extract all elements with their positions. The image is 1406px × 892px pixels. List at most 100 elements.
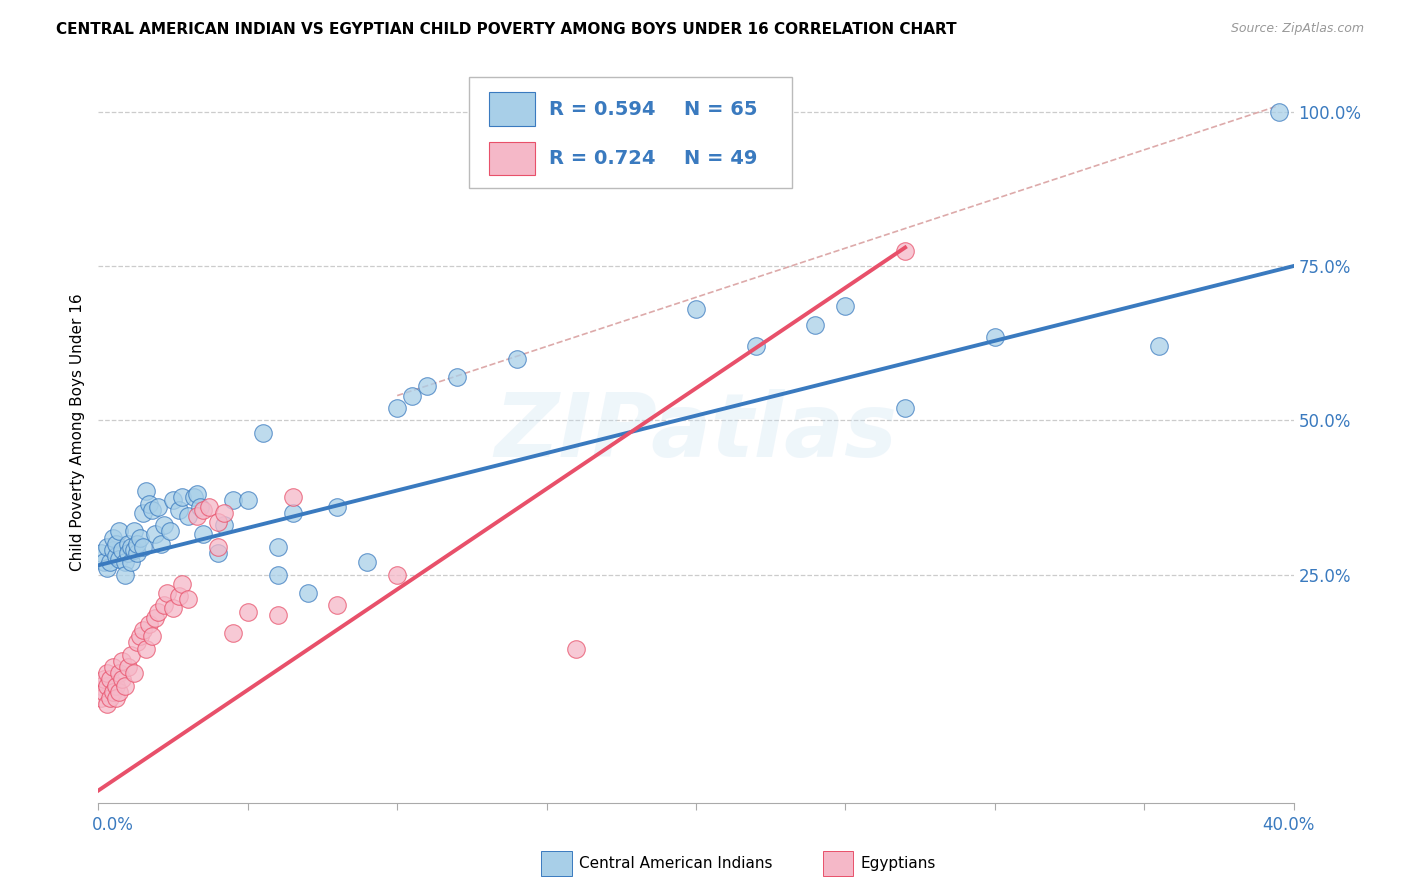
Point [326, 599, 349, 613]
Point [96, 679, 118, 693]
Point [183, 491, 205, 505]
Point [120, 555, 142, 569]
Point [98, 555, 122, 569]
Point [191, 502, 214, 516]
Point [105, 679, 128, 693]
Point [90, 546, 112, 560]
Point [143, 527, 166, 541]
Point [108, 524, 131, 539]
Point [236, 493, 259, 508]
Point [105, 549, 128, 563]
Point [222, 626, 245, 640]
Point [297, 586, 319, 600]
Point [416, 379, 439, 393]
Point [96, 561, 118, 575]
Point [267, 567, 290, 582]
Point [111, 673, 134, 687]
Point [135, 484, 157, 499]
Point [153, 518, 176, 533]
Point [114, 555, 136, 569]
Point [565, 641, 588, 656]
Point [267, 607, 290, 622]
Point [252, 425, 274, 440]
Point [117, 660, 139, 674]
Point [141, 629, 163, 643]
FancyBboxPatch shape [470, 78, 792, 188]
Point [685, 302, 707, 317]
Point [186, 487, 208, 501]
Point [111, 654, 134, 668]
Point [114, 567, 136, 582]
Point [153, 599, 176, 613]
Text: CENTRAL AMERICAN INDIAN VS EGYPTIAN CHILD POVERTY AMONG BOYS UNDER 16 CORRELATIO: CENTRAL AMERICAN INDIAN VS EGYPTIAN CHIL… [56, 22, 957, 37]
Text: N = 49: N = 49 [685, 149, 758, 169]
Point [894, 244, 917, 258]
Text: R = 0.724: R = 0.724 [548, 149, 655, 169]
Point [132, 506, 155, 520]
Point [212, 518, 235, 533]
Point [446, 370, 468, 384]
Point [124, 666, 146, 681]
Point [1147, 339, 1170, 353]
Point [236, 605, 259, 619]
Point [177, 592, 200, 607]
Point [143, 611, 166, 625]
Point [132, 540, 155, 554]
Point [114, 679, 136, 693]
Point [105, 690, 128, 705]
Point [506, 351, 529, 366]
Point [156, 586, 179, 600]
Point [177, 508, 200, 523]
Point [401, 389, 423, 403]
Point [167, 589, 190, 603]
Point [186, 508, 208, 523]
Point [167, 502, 190, 516]
Point [162, 493, 184, 508]
Point [207, 540, 229, 554]
Text: 40.0%: 40.0% [1263, 816, 1315, 834]
Point [105, 536, 128, 550]
Point [129, 531, 152, 545]
Point [90, 679, 112, 693]
Point [96, 540, 118, 554]
Point [138, 497, 160, 511]
Point [188, 500, 211, 514]
Point [207, 515, 229, 529]
Point [356, 555, 378, 569]
Point [127, 536, 149, 550]
Point [120, 540, 142, 554]
Point [385, 401, 409, 415]
Point [103, 685, 125, 699]
Text: 0.0%: 0.0% [91, 816, 134, 834]
Point [98, 690, 122, 705]
Point [172, 576, 194, 591]
Point [162, 601, 184, 615]
Point [212, 506, 235, 520]
Point [148, 500, 170, 514]
Point [117, 546, 139, 560]
Point [984, 330, 1007, 344]
Point [138, 616, 160, 631]
Text: Egyptians: Egyptians [860, 856, 936, 871]
Point [141, 502, 163, 516]
Bar [489, 93, 534, 126]
Point [894, 401, 917, 415]
Point [267, 540, 290, 554]
Text: Source: ZipAtlas.com: Source: ZipAtlas.com [1230, 22, 1364, 36]
Point [93, 673, 115, 687]
Point [90, 690, 112, 705]
Point [1267, 104, 1289, 119]
Point [132, 623, 155, 637]
Point [135, 641, 157, 656]
Point [804, 318, 827, 332]
Point [385, 567, 409, 582]
Point [108, 552, 131, 566]
Point [120, 648, 142, 662]
Point [103, 542, 125, 557]
Point [124, 524, 146, 539]
Text: ZIPatlas: ZIPatlas [495, 389, 897, 476]
Point [103, 531, 125, 545]
Point [117, 536, 139, 550]
Point [93, 555, 115, 569]
Y-axis label: Child Poverty Among Boys Under 16: Child Poverty Among Boys Under 16 [69, 293, 84, 572]
